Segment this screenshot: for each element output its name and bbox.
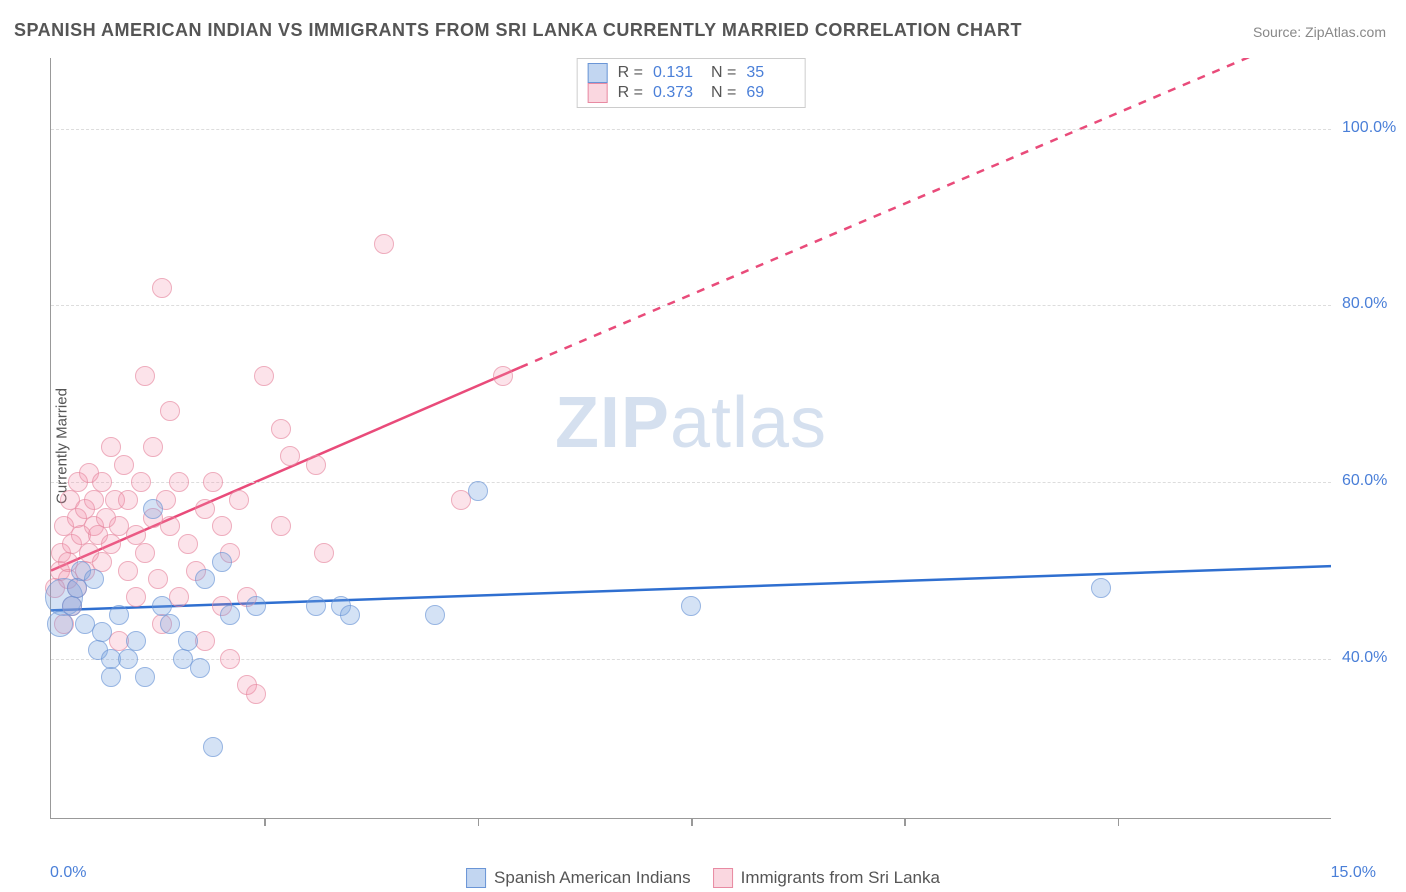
scatter-point-blue bbox=[160, 614, 180, 634]
trend-lines bbox=[51, 58, 1331, 818]
scatter-point-pink bbox=[135, 366, 155, 386]
gridline bbox=[51, 129, 1331, 130]
scatter-point-blue bbox=[306, 596, 326, 616]
correlation-legend: R = 0.131 N = 35 R = 0.373 N = 69 bbox=[577, 58, 806, 108]
swatch-blue-icon bbox=[588, 63, 608, 83]
scatter-point-pink bbox=[101, 534, 121, 554]
scatter-point-pink bbox=[148, 569, 168, 589]
scatter-point-pink bbox=[169, 587, 189, 607]
scatter-point-pink bbox=[101, 437, 121, 457]
y-tick-label: 100.0% bbox=[1342, 119, 1386, 137]
swatch-pink-icon bbox=[588, 83, 608, 103]
n-label: N = bbox=[711, 84, 736, 102]
n-label: N = bbox=[711, 64, 736, 82]
legend-item-blue: Spanish American Indians bbox=[466, 868, 691, 888]
scatter-point-blue bbox=[178, 631, 198, 651]
scatter-point-blue bbox=[109, 605, 129, 625]
legend-row-pink: R = 0.373 N = 69 bbox=[588, 83, 795, 103]
scatter-point-pink bbox=[114, 455, 134, 475]
scatter-point-pink bbox=[254, 366, 274, 386]
r-value-pink: 0.373 bbox=[653, 84, 701, 102]
y-tick-label: 80.0% bbox=[1342, 295, 1386, 313]
scatter-point-blue bbox=[1091, 578, 1111, 598]
scatter-point-pink bbox=[118, 561, 138, 581]
x-tick bbox=[691, 818, 693, 826]
scatter-point-blue bbox=[190, 658, 210, 678]
legend-row-blue: R = 0.131 N = 35 bbox=[588, 63, 795, 83]
scatter-point-pink bbox=[195, 499, 215, 519]
scatter-point-blue bbox=[246, 596, 266, 616]
scatter-point-blue bbox=[126, 631, 146, 651]
legend-label-pink: Immigrants from Sri Lanka bbox=[741, 868, 940, 888]
scatter-point-blue bbox=[84, 569, 104, 589]
scatter-point-blue bbox=[340, 605, 360, 625]
scatter-point-pink bbox=[493, 366, 513, 386]
scatter-point-pink bbox=[178, 534, 198, 554]
gridline bbox=[51, 659, 1331, 660]
scatter-point-blue bbox=[135, 667, 155, 687]
n-value-blue: 35 bbox=[746, 64, 794, 82]
legend-label-blue: Spanish American Indians bbox=[494, 868, 691, 888]
scatter-point-blue bbox=[212, 552, 232, 572]
scatter-point-pink bbox=[271, 516, 291, 536]
source-label: Source: ZipAtlas.com bbox=[1253, 24, 1386, 40]
series-legend: Spanish American Indians Immigrants from… bbox=[466, 868, 940, 888]
scatter-point-blue bbox=[92, 622, 112, 642]
scatter-point-blue bbox=[62, 596, 82, 616]
scatter-point-pink bbox=[271, 419, 291, 439]
scatter-point-blue bbox=[143, 499, 163, 519]
scatter-point-pink bbox=[126, 587, 146, 607]
n-value-pink: 69 bbox=[746, 84, 794, 102]
scatter-point-blue bbox=[220, 605, 240, 625]
x-tick bbox=[264, 818, 266, 826]
r-label: R = bbox=[618, 84, 643, 102]
scatter-point-pink bbox=[169, 472, 189, 492]
x-tick bbox=[478, 818, 480, 826]
chart-container: SPANISH AMERICAN INDIAN VS IMMIGRANTS FR… bbox=[0, 0, 1406, 892]
r-value-blue: 0.131 bbox=[653, 64, 701, 82]
x-tick bbox=[1118, 818, 1120, 826]
chart-title: SPANISH AMERICAN INDIAN VS IMMIGRANTS FR… bbox=[14, 20, 1022, 41]
scatter-point-pink bbox=[306, 455, 326, 475]
scatter-point-blue bbox=[195, 569, 215, 589]
x-tick bbox=[904, 818, 906, 826]
scatter-point-pink bbox=[229, 490, 249, 510]
scatter-point-pink bbox=[374, 234, 394, 254]
scatter-point-blue bbox=[425, 605, 445, 625]
scatter-point-blue bbox=[101, 667, 121, 687]
scatter-point-blue bbox=[203, 737, 223, 757]
gridline bbox=[51, 305, 1331, 306]
scatter-point-pink bbox=[195, 631, 215, 651]
scatter-point-pink bbox=[212, 516, 232, 536]
scatter-point-pink bbox=[314, 543, 334, 563]
scatter-point-pink bbox=[220, 649, 240, 669]
scatter-point-pink bbox=[160, 401, 180, 421]
scatter-point-pink bbox=[131, 472, 151, 492]
swatch-pink-icon bbox=[713, 868, 733, 888]
r-label: R = bbox=[618, 64, 643, 82]
y-tick-label: 60.0% bbox=[1342, 472, 1386, 490]
scatter-point-blue bbox=[681, 596, 701, 616]
scatter-point-pink bbox=[135, 543, 155, 563]
scatter-point-pink bbox=[160, 516, 180, 536]
scatter-point-blue bbox=[468, 481, 488, 501]
watermark: ZIPatlas bbox=[555, 382, 827, 464]
plot-area: ZIPatlas R = 0.131 N = 35 R = 0.373 N = … bbox=[50, 58, 1331, 819]
scatter-point-pink bbox=[280, 446, 300, 466]
gridline bbox=[51, 482, 1331, 483]
scatter-point-pink bbox=[203, 472, 223, 492]
scatter-point-pink bbox=[118, 490, 138, 510]
swatch-blue-icon bbox=[466, 868, 486, 888]
x-axis-min: 0.0% bbox=[50, 864, 86, 882]
scatter-point-pink bbox=[152, 278, 172, 298]
legend-item-pink: Immigrants from Sri Lanka bbox=[713, 868, 940, 888]
y-tick-label: 40.0% bbox=[1342, 649, 1386, 667]
scatter-point-blue bbox=[118, 649, 138, 669]
scatter-point-pink bbox=[84, 490, 104, 510]
scatter-point-pink bbox=[246, 684, 266, 704]
scatter-point-pink bbox=[143, 437, 163, 457]
x-axis-max: 15.0% bbox=[1331, 864, 1376, 882]
scatter-point-pink bbox=[92, 472, 112, 492]
